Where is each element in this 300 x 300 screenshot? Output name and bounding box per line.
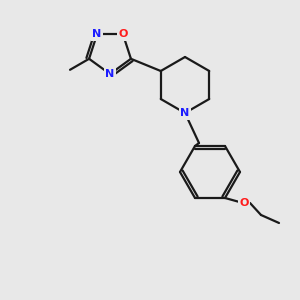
Text: O: O <box>239 198 249 208</box>
Text: N: N <box>105 69 115 79</box>
Text: O: O <box>118 29 128 39</box>
Text: N: N <box>92 29 102 39</box>
Text: N: N <box>180 108 190 118</box>
